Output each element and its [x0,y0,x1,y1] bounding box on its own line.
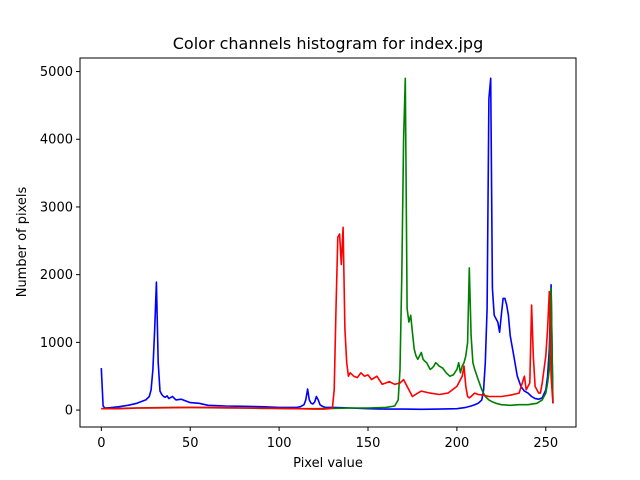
x-tick-label: 50 [182,436,199,451]
x-tick-label: 0 [97,436,105,451]
y-tick-label: 2000 [40,268,73,283]
chart-title: Color channels histogram for index.jpg [173,34,484,53]
x-axis-label: Pixel value [293,456,363,471]
y-tick-label: 1000 [40,336,73,351]
y-tick-label: 3000 [40,200,73,215]
series-line-2 [101,226,554,410]
series-line-0 [100,77,554,411]
axes-frame [79,57,577,428]
x-tick-label: 100 [267,436,292,451]
plot-area [100,77,554,411]
y-tick-label: 0 [65,404,73,419]
y-axis-ticks: 0 1000 2000 3000 4000 5000 [40,65,80,419]
x-axis-ticks: 0 50 100 150 200 250 [97,427,558,451]
x-tick-label: 250 [533,436,558,451]
y-tick-label: 5000 [40,65,73,80]
x-tick-label: 200 [444,436,469,451]
x-tick-label: 150 [356,436,381,451]
y-tick-label: 4000 [40,133,73,148]
y-axis-label: Number of pixels [15,186,30,297]
